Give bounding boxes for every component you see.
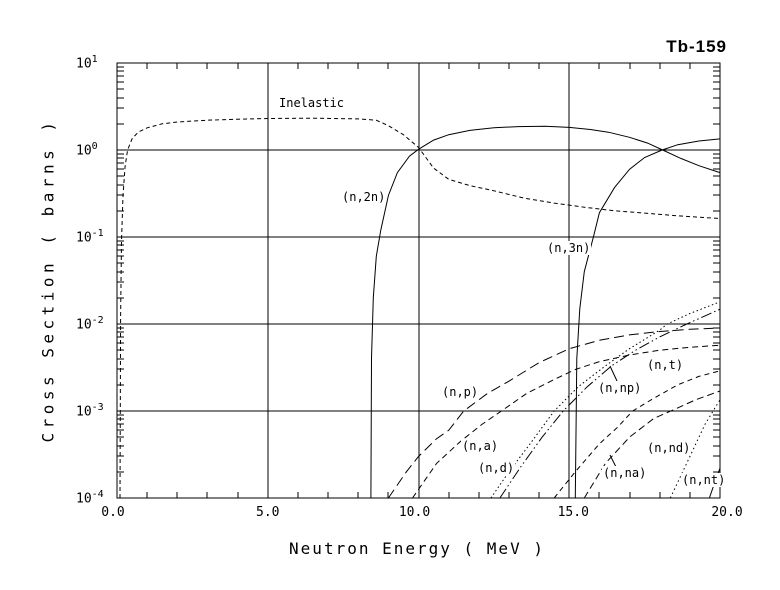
x-tick-label: 20.0 xyxy=(711,505,743,520)
x-tick-label: 10.0 xyxy=(398,505,431,520)
series-nd xyxy=(490,301,721,499)
y-tick-label: 10-4 xyxy=(76,489,104,507)
y-tick-label: 10-2 xyxy=(76,315,104,333)
curve-label-nd: (n,d) xyxy=(477,461,516,475)
series-n3n xyxy=(574,138,721,499)
curve-label-nnt: (n,nt) xyxy=(681,473,727,487)
series-nt xyxy=(553,370,721,499)
curve-label-n2n: (n,2n) xyxy=(341,190,387,204)
series-nnd xyxy=(669,399,721,499)
series-np xyxy=(387,327,721,499)
y-tick-label: 10-1 xyxy=(76,228,104,246)
y-tick-label: 10-3 xyxy=(76,402,104,420)
series-nnp xyxy=(499,308,721,499)
curve-label-Inelastic: Inelastic xyxy=(278,96,346,110)
curve-label-np: (n,p) xyxy=(441,385,480,399)
series-na xyxy=(412,344,721,499)
series-Inelastic xyxy=(119,117,721,499)
curve-label-nna: (n,na) xyxy=(602,466,648,480)
y-tick-label: 101 xyxy=(76,54,98,72)
chart-title: Tb-159 xyxy=(666,37,727,56)
y-tick-label: 100 xyxy=(76,141,98,159)
curve-label-n3n: (n,3n) xyxy=(546,241,592,255)
x-tick-label: 15.0 xyxy=(557,505,589,520)
x-tick-label: 0.0 xyxy=(101,505,125,520)
curve-label-nnp: (n,np) xyxy=(597,381,643,395)
curve-label-nnd: (n,nd) xyxy=(646,441,692,455)
y-axis-label: Cross Section ( barns ) xyxy=(38,117,58,443)
series-n2n xyxy=(370,125,721,499)
curve-label-na: (n,a) xyxy=(461,439,500,453)
curve-label-nt: (n,t) xyxy=(646,358,685,372)
x-tick-label: 5.0 xyxy=(256,505,280,520)
x-axis-label: Neutron Energy ( MeV ) xyxy=(289,539,545,558)
